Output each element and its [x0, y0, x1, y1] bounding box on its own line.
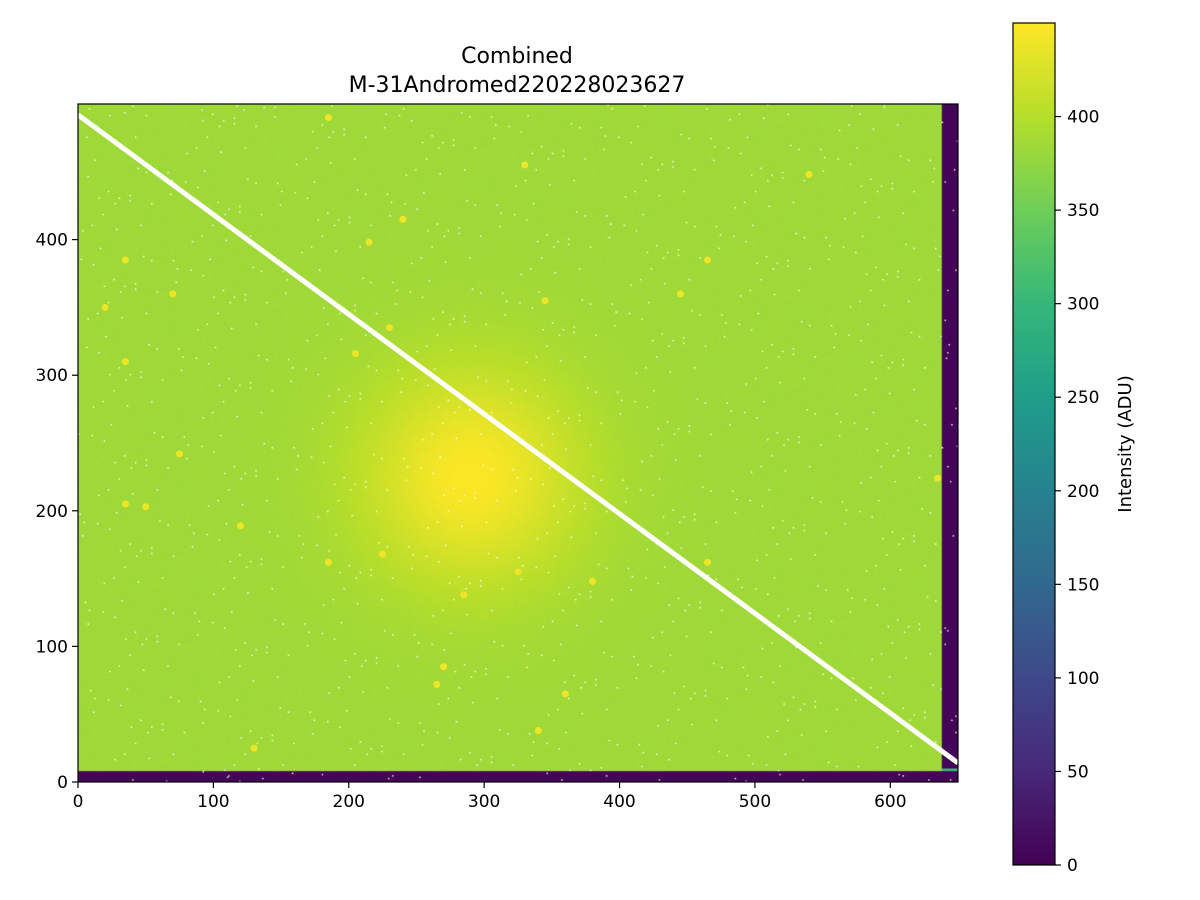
star-12 — [121, 500, 129, 508]
y-tick-label-200: 200 — [36, 502, 68, 522]
x-tick-label-0: 0 — [73, 792, 84, 812]
star-2 — [399, 215, 407, 223]
star-11 — [176, 450, 184, 458]
satellite-trail — [76, 112, 960, 766]
x-tick-label-600: 600 — [874, 792, 906, 812]
star-9 — [385, 324, 393, 332]
star-22 — [534, 726, 542, 734]
star-10 — [121, 358, 129, 366]
x-axis: 0 100 200 300 400 500 600 — [73, 782, 907, 812]
colorbar-tick-label-100: 100 — [1067, 669, 1099, 689]
chart-title-line-1: Combined — [461, 44, 573, 69]
star-4 — [121, 256, 129, 264]
chart-title-line-2: M-31Andromed220228023627 — [349, 73, 686, 98]
image-panel — [76, 103, 960, 783]
x-tick-label-200: 200 — [333, 792, 365, 812]
star-7 — [101, 303, 109, 311]
star-16 — [514, 568, 522, 576]
star-25 — [704, 256, 712, 264]
star-21 — [561, 690, 569, 698]
star-15 — [324, 558, 332, 566]
x-tick-label-500: 500 — [739, 792, 771, 812]
star-6 — [169, 290, 177, 298]
y-tick-label-400: 400 — [36, 231, 68, 251]
star-8 — [352, 350, 360, 358]
star-24 — [704, 558, 712, 566]
colorbar-tick-label-200: 200 — [1067, 482, 1099, 502]
colorbar-tick-label-50: 50 — [1067, 762, 1089, 782]
star-layer — [101, 114, 942, 752]
star-1 — [521, 161, 529, 169]
star-26 — [805, 171, 813, 179]
colorbar-label: Intensity (ADU) — [1115, 375, 1136, 512]
star-17 — [588, 577, 596, 585]
x-tick-label-100: 100 — [197, 792, 229, 812]
star-13 — [236, 522, 244, 530]
star-29 — [142, 503, 150, 511]
colorbar-tick-label-350: 350 — [1067, 201, 1099, 221]
star-18 — [460, 591, 468, 599]
axes-frame — [77, 103, 959, 783]
colorbar-tick-label-0: 0 — [1067, 856, 1078, 876]
star-20 — [433, 680, 441, 688]
star-27 — [676, 290, 684, 298]
star-3 — [365, 238, 373, 246]
colorbar: 0 50 100 150 200 250 300 350 400 Intensity (ADU) — [1012, 22, 1136, 876]
y-axis: 0 100 200 300 400 — [36, 231, 78, 793]
colorbar-tick-label-150: 150 — [1067, 575, 1099, 595]
star-23 — [250, 744, 258, 752]
colorbar-tick-label-400: 400 — [1067, 108, 1099, 128]
x-tick-label-400: 400 — [603, 792, 635, 812]
star-5 — [541, 297, 549, 305]
y-tick-label-100: 100 — [36, 637, 68, 657]
heatmap-image — [78, 104, 958, 782]
colorbar-tick-label-300: 300 — [1067, 295, 1099, 315]
star-0 — [324, 114, 332, 122]
colorbar-ticks: 0 50 100 150 200 250 300 350 400 — [1055, 108, 1099, 876]
star-19 — [440, 663, 448, 671]
colorbar-tick-label-250: 250 — [1067, 388, 1099, 408]
star-14 — [379, 550, 387, 558]
star-28 — [934, 474, 942, 482]
x-tick-label-300: 300 — [468, 792, 500, 812]
y-tick-label-300: 300 — [36, 366, 68, 386]
y-tick-label-0: 0 — [57, 773, 68, 793]
colorbar-gradient — [1012, 22, 1056, 866]
